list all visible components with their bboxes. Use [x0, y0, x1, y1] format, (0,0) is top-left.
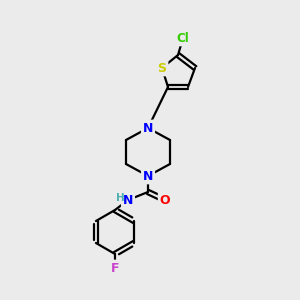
Text: N: N [143, 169, 153, 182]
Text: N: N [123, 194, 133, 206]
Text: F: F [111, 262, 119, 275]
Text: Cl: Cl [177, 32, 189, 44]
Text: N: N [143, 122, 153, 134]
Text: S: S [158, 61, 166, 74]
Text: H: H [116, 193, 124, 203]
Text: O: O [160, 194, 170, 206]
